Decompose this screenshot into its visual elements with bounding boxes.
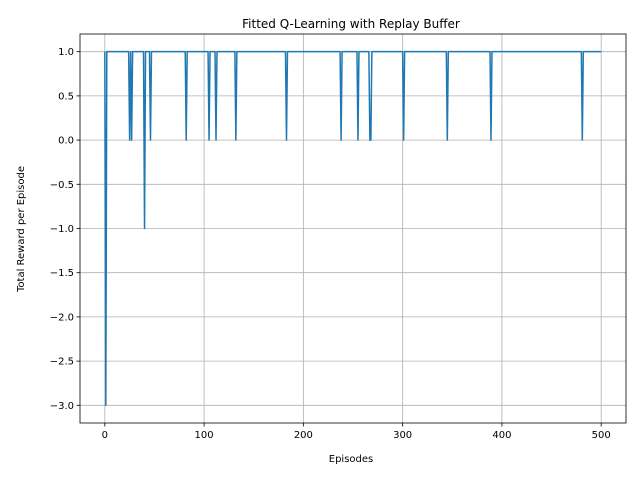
y-tick-label: 1.0 <box>58 47 74 58</box>
y-tick-label: −3.0 <box>50 401 74 412</box>
reward-series-line <box>104 50 602 407</box>
y-tick-label: −2.5 <box>50 357 74 368</box>
y-tick-label: −1.5 <box>50 268 74 279</box>
x-tick-label: 300 <box>393 430 412 441</box>
x-tick-label: 200 <box>294 430 313 441</box>
y-axis-ticks: −3.0 −2.5 −2.0 −1.5 −1.0 −0.5 0.0 0.5 1.0 <box>50 47 80 412</box>
x-tick-label: 0 <box>102 430 108 441</box>
x-axis-label: Episodes <box>329 454 373 465</box>
y-tick-label: 0.0 <box>58 136 74 147</box>
series-group <box>104 50 602 407</box>
y-tick-label: −1.0 <box>50 224 74 235</box>
x-tick-label: 500 <box>592 430 611 441</box>
x-tick-label: 100 <box>195 430 214 441</box>
y-tick-label: −2.0 <box>50 312 74 323</box>
y-tick-label: −0.5 <box>50 180 74 191</box>
x-tick-label: 400 <box>492 430 511 441</box>
x-axis-ticks: 0 100 200 300 400 500 <box>102 423 611 441</box>
y-axis-label: Total Reward per Episode <box>16 166 27 293</box>
chart-title: Fitted Q-Learning with Replay Buffer <box>242 17 460 31</box>
grid-lines <box>80 34 626 423</box>
y-tick-label: 0.5 <box>58 91 74 102</box>
